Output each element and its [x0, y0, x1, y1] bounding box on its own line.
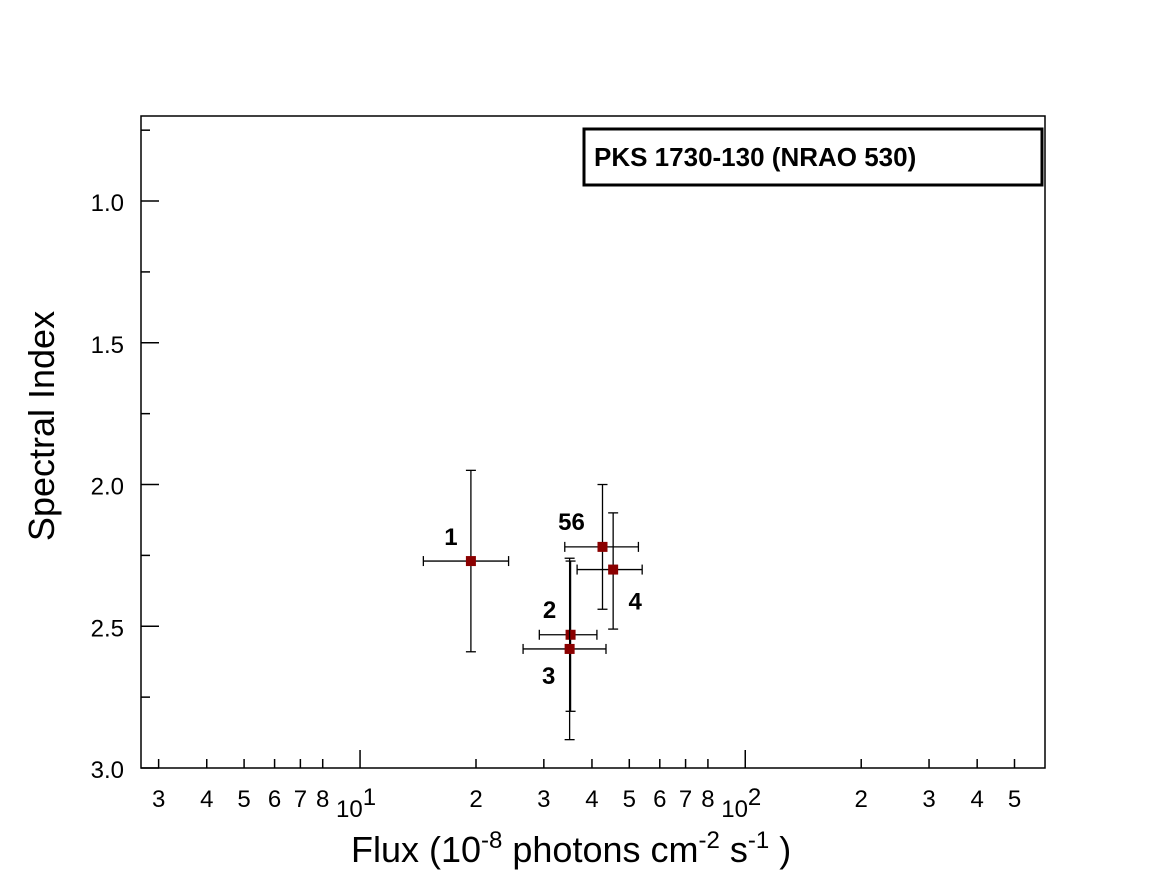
x-tick-label: 5: [1008, 786, 1021, 813]
x-tick-label: 102: [721, 784, 761, 823]
data-point-label: 2: [543, 597, 556, 624]
x-tick-label: 3: [537, 786, 550, 813]
x-tick-label: 5: [237, 786, 250, 813]
x-tick-label: 4: [585, 786, 598, 813]
x-tick-label: 6: [268, 786, 281, 813]
axis-ticks: 3 4 5 6 7 8 101 2 3 4 5 6 7 8 102 2 3 4 51.01.52.02.53.0: [91, 129, 1021, 823]
legend-text: PKS 1730-130 (NRAO 530): [594, 142, 916, 172]
data-point-label: 4: [628, 589, 642, 616]
data-marker: [565, 629, 576, 640]
x-tick-label: 5: [623, 786, 636, 813]
x-title-exp1: -8: [481, 827, 502, 854]
x-tick-label: 4: [200, 786, 213, 813]
x-tick-label: 2: [855, 786, 868, 813]
data-marker: [465, 556, 476, 567]
x-tick-label: 8: [316, 786, 329, 813]
data-point-3: 3: [522, 557, 607, 741]
x-tick-label: 8: [701, 786, 714, 813]
data-point-label: 3: [542, 663, 555, 690]
x-tick-label: 6: [653, 786, 666, 813]
data-points: 1 2 3 4 56: [422, 469, 643, 741]
plot-frame: [140, 115, 1046, 769]
data-marker: [597, 541, 608, 552]
x-title-mid1: photons cm: [502, 829, 698, 870]
x-tick-label: 3: [922, 786, 935, 813]
x-tick-label: 101: [336, 784, 376, 823]
y-tick-label: 2.5: [91, 615, 124, 642]
legend-box: PKS 1730-130 (NRAO 530): [582, 127, 1044, 187]
y-tick-label: 1.0: [91, 190, 124, 217]
x-title-mid2: s: [720, 829, 748, 870]
data-marker: [564, 643, 575, 654]
x-tick-label: 4: [970, 786, 983, 813]
x-tick-label: 7: [679, 786, 692, 813]
y-axis-title: Spectral Index: [21, 311, 62, 541]
data-marker: [608, 564, 619, 575]
data-point-2: 2: [538, 560, 598, 712]
y-tick-label: 2.0: [91, 474, 124, 501]
x-axis-title: Flux (10-8 photons cm-2 s-1 ): [351, 827, 791, 870]
data-point-1: 1: [422, 469, 510, 653]
data-point-label: 1: [444, 524, 457, 551]
x-tick-label: 3: [152, 786, 165, 813]
data-point-label: 56: [558, 509, 585, 536]
x-title-main: Flux (10: [351, 829, 481, 870]
x-title-exp2: -2: [699, 827, 720, 854]
x-tick-label: 2: [469, 786, 482, 813]
y-tick-label: 1.5: [91, 332, 124, 359]
x-title-exp3: -1: [748, 827, 769, 854]
data-point-4: 4: [576, 512, 643, 630]
x-tick-label: 7: [294, 786, 307, 813]
data-point-56: 56: [558, 483, 640, 610]
y-tick-label: 3.0: [91, 757, 124, 784]
x-title-end: ): [769, 829, 791, 870]
legend-frame: [582, 127, 1044, 187]
